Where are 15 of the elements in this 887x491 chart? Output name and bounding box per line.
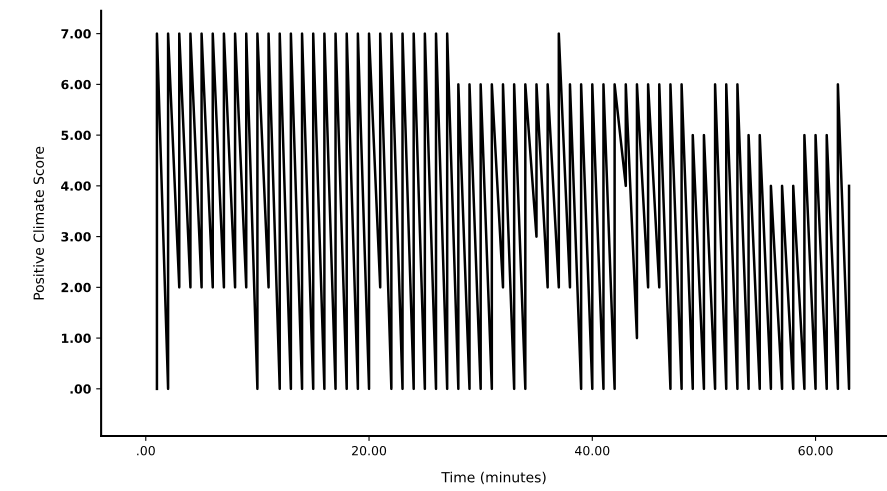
y-tick-label: 1.00 (62, 334, 91, 344)
line-series (156, 32, 850, 390)
y-tick-label: 3.00 (61, 232, 91, 242)
y-tick-label: 2.00 (62, 282, 91, 292)
y-tick-label: 4.00 (61, 181, 91, 191)
x-tick-label: .00 (137, 446, 155, 456)
x-tick-label: 60.00 (798, 446, 833, 456)
y-tick-label: 5.00 (62, 130, 91, 140)
y-tick-label: 6.00 (61, 80, 91, 90)
y-tick-label: .00 (70, 384, 91, 394)
y-axis-title: Positive Climate Score (33, 146, 44, 300)
x-tick-label: 20.00 (352, 446, 386, 456)
y-tick-label: 7.00 (61, 29, 91, 39)
x-axis-title: Time (minutes) (441, 472, 546, 484)
x-tick-label: 40.00 (575, 446, 610, 456)
